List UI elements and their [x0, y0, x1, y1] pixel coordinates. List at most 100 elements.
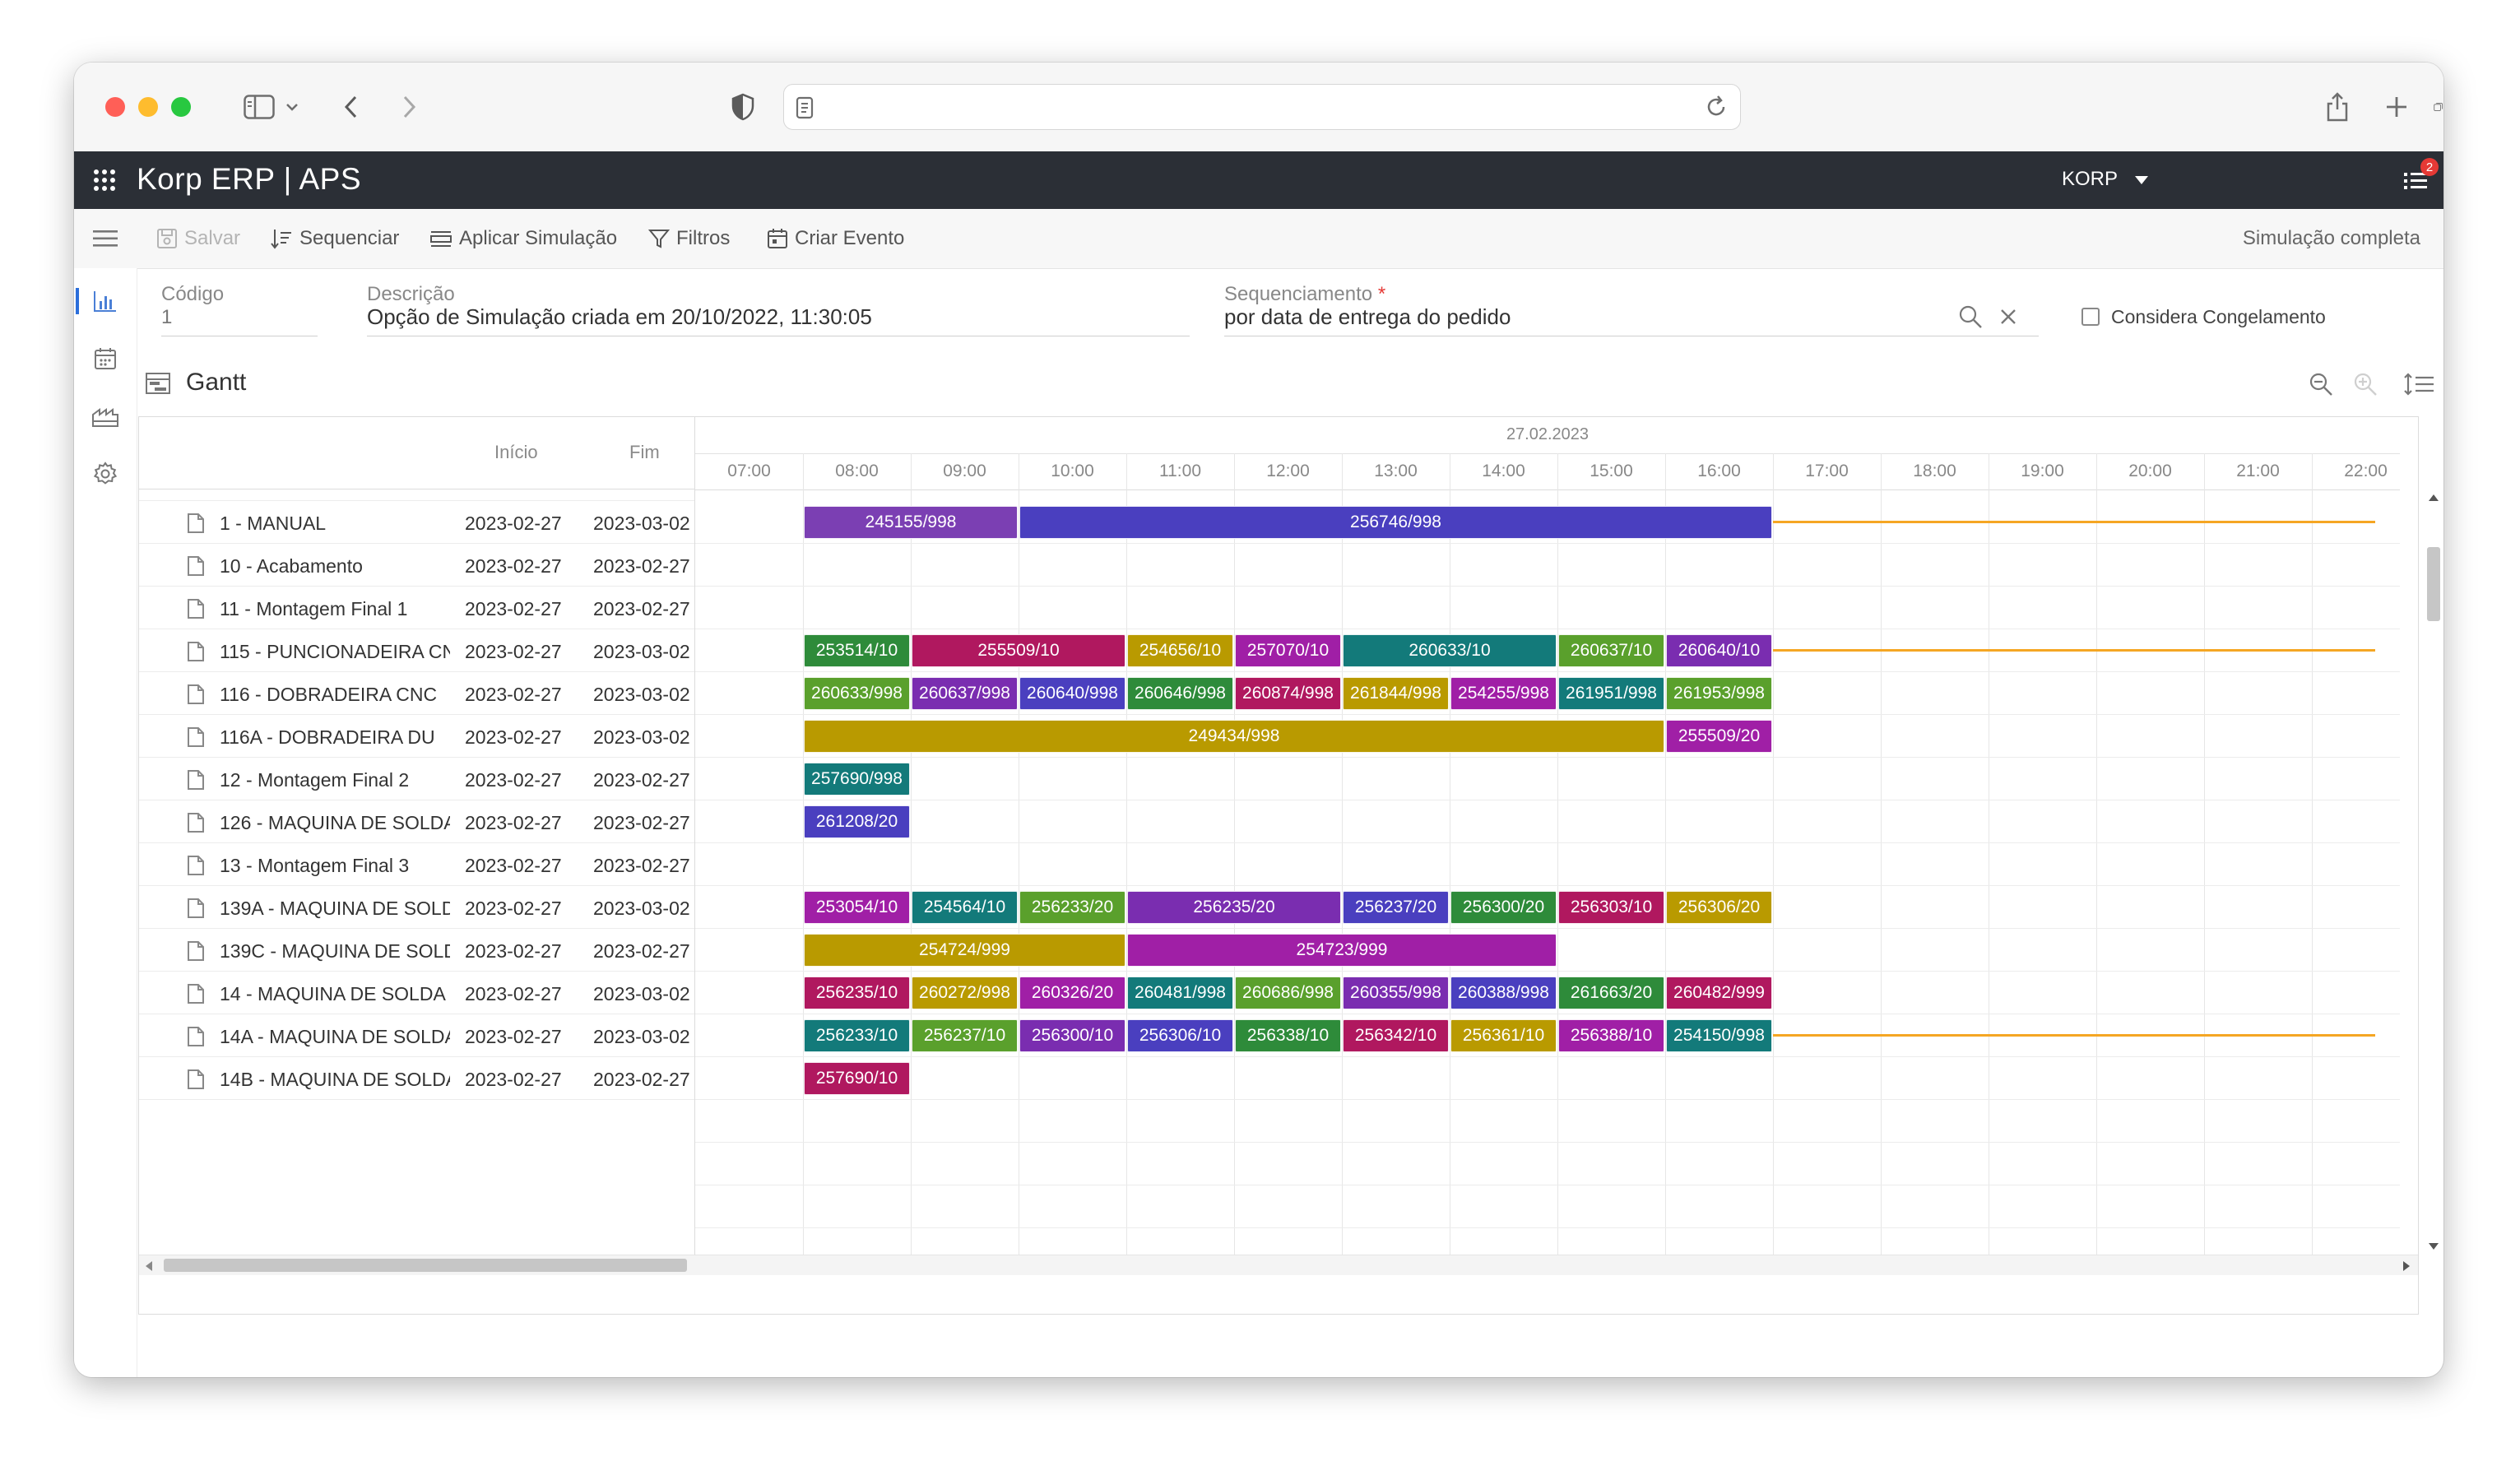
task-bar[interactable]: 256338/10	[1235, 1019, 1341, 1052]
sidebar-toggle-icon[interactable]	[230, 84, 288, 130]
task-bar[interactable]: 254150/998	[1666, 1019, 1772, 1052]
freeze-checkbox[interactable]	[2081, 308, 2100, 326]
search-icon[interactable]	[1958, 304, 1983, 333]
zoom-window-button[interactable]	[171, 97, 191, 117]
task-bar[interactable]: 260637/10	[1558, 634, 1664, 667]
task-bar[interactable]: 260640/10	[1666, 634, 1772, 667]
table-row[interactable]: 139A - MAQUINA DE SOLDA 2023-02-27 2023-03…	[139, 886, 694, 929]
table-row[interactable]: 14A - MAQUINA DE SOLDA 2023-02-27 2023-03-…	[139, 1014, 694, 1057]
task-bar[interactable]: 256746/998	[1019, 506, 1772, 539]
table-row[interactable]: 12 - Montagem Final 2 2023-02-27 2023-02-2…	[139, 758, 694, 800]
column-header-start[interactable]: Início	[494, 442, 538, 462]
task-bar[interactable]: 260481/998	[1127, 977, 1233, 1009]
close-window-button[interactable]	[105, 97, 125, 117]
table-row[interactable]: 11 - Montagem Final 1 2023-02-27 2023-02-2…	[139, 587, 694, 629]
task-bar[interactable]: 256300/20	[1450, 891, 1557, 924]
task-bar[interactable]: 256303/10	[1558, 891, 1664, 924]
task-bar[interactable]: 256388/10	[1558, 1019, 1664, 1052]
task-bar[interactable]: 261208/20	[804, 805, 910, 838]
task-bar[interactable]: 253514/10	[804, 634, 910, 667]
task-bar[interactable]: 254255/998	[1450, 677, 1557, 710]
new-tab-icon[interactable]	[2378, 84, 2416, 130]
reload-icon[interactable]	[1704, 95, 1729, 123]
chart-icon[interactable]	[76, 285, 122, 318]
back-icon[interactable]	[334, 84, 367, 130]
table-row[interactable]: 14B - MAQUINA DE SOLDA 2023-02-27 2023-02-…	[139, 1057, 694, 1100]
task-bar[interactable]: 260388/998	[1450, 977, 1557, 1009]
task-bar[interactable]: 256235/10	[804, 977, 910, 1009]
task-bar[interactable]: 256306/20	[1666, 891, 1772, 924]
task-bar[interactable]: 261951/998	[1558, 677, 1664, 710]
create-event-button[interactable]: Criar Evento	[767, 224, 904, 253]
task-bar[interactable]: 256233/20	[1019, 891, 1125, 924]
column-header-end[interactable]: Fim	[629, 442, 660, 462]
task-bar[interactable]: 260874/998	[1235, 677, 1341, 710]
horizontal-scrollbar[interactable]	[139, 1255, 2418, 1275]
task-bar[interactable]: 254656/10	[1127, 634, 1233, 667]
table-row[interactable]: 13 - Montagem Final 3 2023-02-27 2023-02-2…	[139, 843, 694, 886]
table-row[interactable]: 115 - PUNCIONADEIRA CNC 2023-02-27 2023-03…	[139, 629, 694, 672]
task-bar[interactable]: 260482/999	[1666, 977, 1772, 1009]
privacy-shield-icon[interactable]	[724, 84, 762, 130]
scroll-right-icon[interactable]	[2403, 1261, 2410, 1271]
task-bar[interactable]: 256361/10	[1450, 1019, 1557, 1052]
table-row[interactable]: 14 - MAQUINA DE SOLDA 2023-02-27 2023-03-0…	[139, 972, 694, 1014]
clear-icon[interactable]	[1999, 308, 2017, 330]
table-row[interactable]: 116 - DOBRADEIRA CNC 2023-02-27 2023-03-02	[139, 672, 694, 715]
table-row[interactable]: 10 - Acabamento 2023-02-27 2023-02-27	[139, 544, 694, 587]
table-row[interactable]: 1 - MANUAL 2023-02-27 2023-03-02	[139, 501, 694, 544]
task-bar[interactable]: 257070/10	[1235, 634, 1341, 667]
menu-hamburger-icon[interactable]	[89, 222, 122, 255]
zoom-out-icon[interactable]	[2309, 372, 2333, 401]
task-bar[interactable]: 260326/20	[1019, 977, 1125, 1009]
vertical-scrollbar[interactable]	[2425, 489, 2443, 1255]
task-bar[interactable]: 255509/20	[1666, 720, 1772, 753]
task-bar[interactable]: 256235/20	[1127, 891, 1341, 924]
task-bar[interactable]: 254724/999	[804, 934, 1125, 967]
task-bar[interactable]: 260686/998	[1235, 977, 1341, 1009]
description-field[interactable]: Opção de Simulação criada em 20/10/2022,…	[367, 304, 872, 329]
task-bar[interactable]: 249434/998	[804, 720, 1664, 753]
task-bar[interactable]: 256233/10	[804, 1019, 910, 1052]
table-row[interactable]: 116A - DOBRADEIRA DU 2023-02-27 2023-03-02	[139, 715, 694, 758]
task-bar[interactable]: 256306/10	[1127, 1019, 1233, 1052]
apps-grid-icon[interactable]	[92, 168, 117, 197]
task-bar[interactable]: 257690/10	[804, 1062, 910, 1095]
task-bar[interactable]: 256342/10	[1343, 1019, 1449, 1052]
task-bar[interactable]: 255509/10	[912, 634, 1125, 667]
factory-icon[interactable]	[89, 400, 122, 433]
row-height-icon[interactable]	[2402, 372, 2435, 401]
task-bar[interactable]: 260646/998	[1127, 677, 1233, 710]
task-bar[interactable]: 254723/999	[1127, 934, 1557, 967]
scroll-down-icon[interactable]	[2429, 1243, 2439, 1250]
task-bar[interactable]: 260633/10	[1343, 634, 1557, 667]
code-field[interactable]: 1	[161, 306, 173, 328]
save-button[interactable]: Salvar	[156, 224, 240, 253]
vertical-scroll-thumb[interactable]	[2427, 547, 2440, 621]
sequence-button[interactable]: Sequenciar	[270, 224, 399, 253]
minimize-window-button[interactable]	[138, 97, 158, 117]
scroll-up-icon[interactable]	[2429, 494, 2439, 501]
scroll-left-icon[interactable]	[146, 1261, 152, 1271]
task-bar[interactable]: 245155/998	[804, 506, 1018, 539]
zoom-in-icon[interactable]	[2353, 372, 2378, 401]
task-bar[interactable]: 260637/998	[912, 677, 1018, 710]
task-bar[interactable]: 260272/998	[912, 977, 1018, 1009]
task-bar[interactable]: 257690/998	[804, 763, 910, 796]
task-bar[interactable]: 261663/20	[1558, 977, 1664, 1009]
tab-overview-icon[interactable]	[2434, 84, 2443, 130]
share-icon[interactable]	[2318, 84, 2356, 130]
apply-simulation-button[interactable]: Aplicar Simulação	[429, 224, 617, 253]
task-bar[interactable]: 260640/998	[1019, 677, 1125, 710]
task-bar[interactable]: 256237/20	[1343, 891, 1449, 924]
calendar-nav-icon[interactable]	[89, 342, 122, 375]
task-bar[interactable]: 261953/998	[1666, 677, 1772, 710]
chevron-down-icon[interactable]	[281, 84, 303, 130]
table-row[interactable]: 126 - MAQUINA DE SOLDA 2023-02-27 2023-02-…	[139, 800, 694, 843]
task-bar[interactable]: 256300/10	[1019, 1019, 1125, 1052]
forward-icon[interactable]	[393, 84, 426, 130]
task-bar[interactable]: 260355/998	[1343, 977, 1449, 1009]
table-row[interactable]: 139C - MAQUINA DE SOLDA 2023-02-27 2023-02…	[139, 929, 694, 972]
horizontal-scroll-thumb[interactable]	[164, 1259, 687, 1272]
task-list-icon[interactable]: 2	[2402, 158, 2439, 197]
